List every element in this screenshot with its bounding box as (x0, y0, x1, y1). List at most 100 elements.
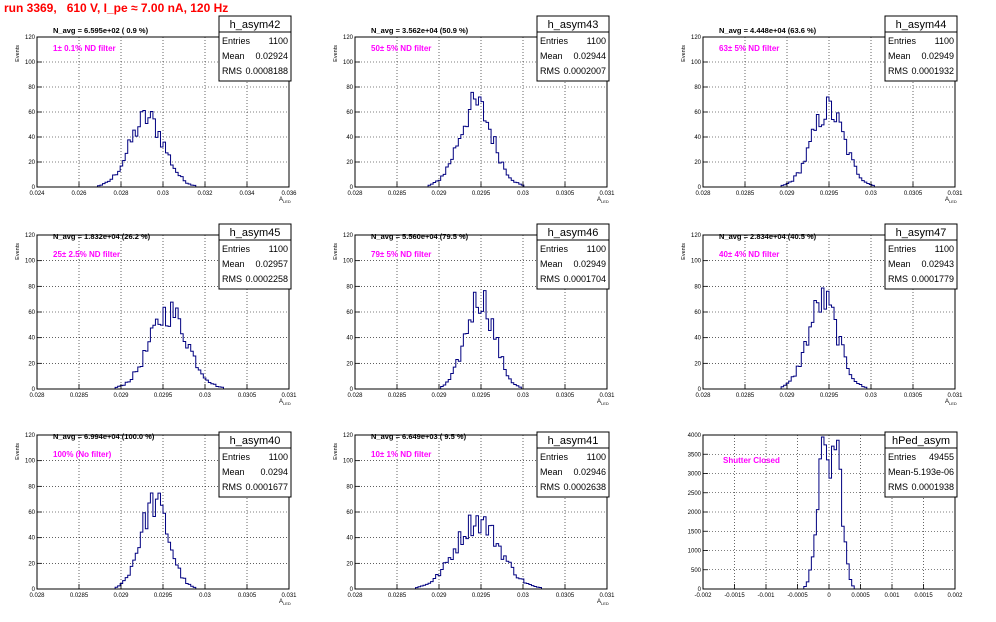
x-tick-label: 0.0295 (472, 593, 491, 599)
y-tick-label: 40 (28, 336, 35, 342)
histogram-name: h_asym47 (896, 227, 947, 239)
x-tick-label: 0.0015 (914, 593, 933, 599)
stats-value: 0.0008188 (245, 66, 288, 76)
panel-h_asym43: 0.028 0.0285 0.029 0.0295 0.03 0.0305 0.031 0 20… (333, 15, 615, 204)
stats-box (884, 431, 958, 498)
x-tick-label: 0.0285 (736, 393, 755, 399)
stats-box (218, 223, 292, 290)
x-tick-label: 0.028 (29, 593, 45, 599)
y-tick-label: 100 (25, 259, 36, 265)
y-tick-label: 3000 (688, 472, 702, 478)
y-tick-label: 60 (28, 510, 35, 516)
filter-label: 25± 2.5% ND filter (53, 250, 120, 259)
stats-label: Entries (540, 452, 569, 462)
y-tick-label: 20 (28, 561, 35, 567)
stats-value: 1100 (269, 36, 288, 46)
y-tick-label: 40 (346, 135, 353, 141)
y-tick-label: 0 (350, 587, 354, 593)
y-tick-label: 100 (343, 60, 354, 66)
stats-label: Mean (888, 51, 911, 61)
x-tick-label: 0.0285 (736, 191, 755, 197)
x-tick-label: 0.024 (29, 191, 45, 197)
x-tick-label: 0.028 (347, 191, 363, 197)
x-tick-label: 0.031 (599, 593, 615, 599)
panel-hPed_asym: -0.002 -0.0015 -0.001 -0.0005 0 0.0005 0.001 0.… (688, 431, 963, 599)
y-tick-label: 40 (694, 135, 701, 141)
stats-label: Mean (540, 467, 563, 477)
x-tick-label: 0.028 (347, 593, 363, 599)
stats-box (218, 15, 292, 82)
y-tick-label: 20 (28, 361, 35, 367)
y-tick-label: 120 (25, 35, 36, 41)
x-tick-label: 0.03 (865, 393, 877, 399)
stats-value: 1100 (587, 244, 606, 254)
y-tick-label: 2000 (688, 510, 702, 516)
stats-label: RMS (540, 482, 560, 492)
x-tick-label: 0.0305 (238, 393, 257, 399)
y-tick-label: 4000 (688, 433, 702, 439)
y-tick-label: 80 (346, 484, 353, 490)
stats-value: 0.0001932 (911, 66, 954, 76)
y-tick-label: 80 (346, 85, 353, 91)
x-axis-subscript: LED (283, 199, 291, 204)
y-tick-label: 60 (28, 310, 35, 316)
x-tick-label: 0.0295 (472, 191, 491, 197)
x-tick-label: 0 (827, 593, 831, 599)
x-tick-label: 0.029 (431, 393, 447, 399)
y-tick-label: 40 (28, 135, 35, 141)
histogram-name: h_asym40 (230, 435, 281, 447)
x-tick-label: 0.0295 (820, 393, 839, 399)
stats-value: 0.0001938 (911, 482, 954, 492)
stats-box (884, 15, 958, 82)
x-tick-label: 0.031 (281, 393, 297, 399)
x-tick-label: -0.0015 (724, 593, 745, 599)
page-title: run 3369, 610 V, I_pe ≈ 7.00 nA, 120 Hz (4, 1, 229, 15)
y-tick-label: 20 (694, 160, 701, 166)
stats-label: Mean (540, 51, 563, 61)
y-tick-label: 80 (28, 284, 35, 290)
x-tick-label: 0.029 (113, 393, 129, 399)
x-tick-label: 0.031 (947, 393, 963, 399)
histogram-line (703, 96, 955, 188)
stats-label: RMS (540, 66, 560, 76)
y-tick-label: 80 (694, 284, 701, 290)
x-tick-label: 0.03 (157, 191, 169, 197)
x-axis-title: ALED (279, 197, 291, 204)
histogram-line (37, 492, 289, 590)
stats-label: Mean (888, 467, 911, 477)
x-axis-subscript: LED (601, 199, 609, 204)
x-tick-label: 0.0305 (556, 191, 575, 197)
x-tick-label: 0.0295 (820, 191, 839, 197)
x-axis-title: ALED (597, 399, 609, 406)
x-tick-label: 0.029 (779, 191, 795, 197)
y-tick-label: 40 (346, 336, 353, 342)
y-axis-title: Events (15, 243, 21, 260)
stats-value: 0.02924 (255, 51, 288, 61)
stats-label: RMS (222, 482, 242, 492)
histogram-name: h_asym45 (230, 227, 281, 239)
y-tick-label: 60 (346, 110, 353, 116)
y-tick-label: 120 (25, 433, 36, 439)
y-tick-label: 0 (32, 185, 36, 191)
y-tick-label: 120 (343, 233, 354, 239)
stats-value: 0.02946 (573, 467, 606, 477)
y-tick-label: 40 (28, 536, 35, 542)
filter-label: 63± 5% ND filter (719, 44, 779, 53)
y-tick-label: 100 (343, 259, 354, 265)
stats-label: RMS (222, 66, 242, 76)
x-axis-title: ALED (279, 599, 291, 606)
histogram-name: h_asym42 (230, 19, 281, 31)
x-axis-subscript: LED (949, 199, 957, 204)
stats-value: 0.02943 (921, 259, 954, 269)
stats-label: Entries (222, 452, 251, 462)
stats-label: Mean (222, 51, 245, 61)
x-tick-label: 0.029 (113, 593, 129, 599)
y-tick-label: 2500 (688, 491, 702, 497)
panel-h_asym40: 0.028 0.0285 0.029 0.0295 0.03 0.0305 0.031 0 20… (15, 431, 297, 606)
y-tick-label: 0 (350, 387, 354, 393)
x-axis-title: ALED (597, 599, 609, 606)
panel-h_asym42: 0.024 0.026 0.028 0.03 0.032 0.034 0.036 0 20 40 6… (15, 15, 297, 204)
stats-label: Entries (222, 36, 251, 46)
x-tick-label: 0.031 (599, 191, 615, 197)
x-tick-label: 0.0295 (154, 393, 173, 399)
